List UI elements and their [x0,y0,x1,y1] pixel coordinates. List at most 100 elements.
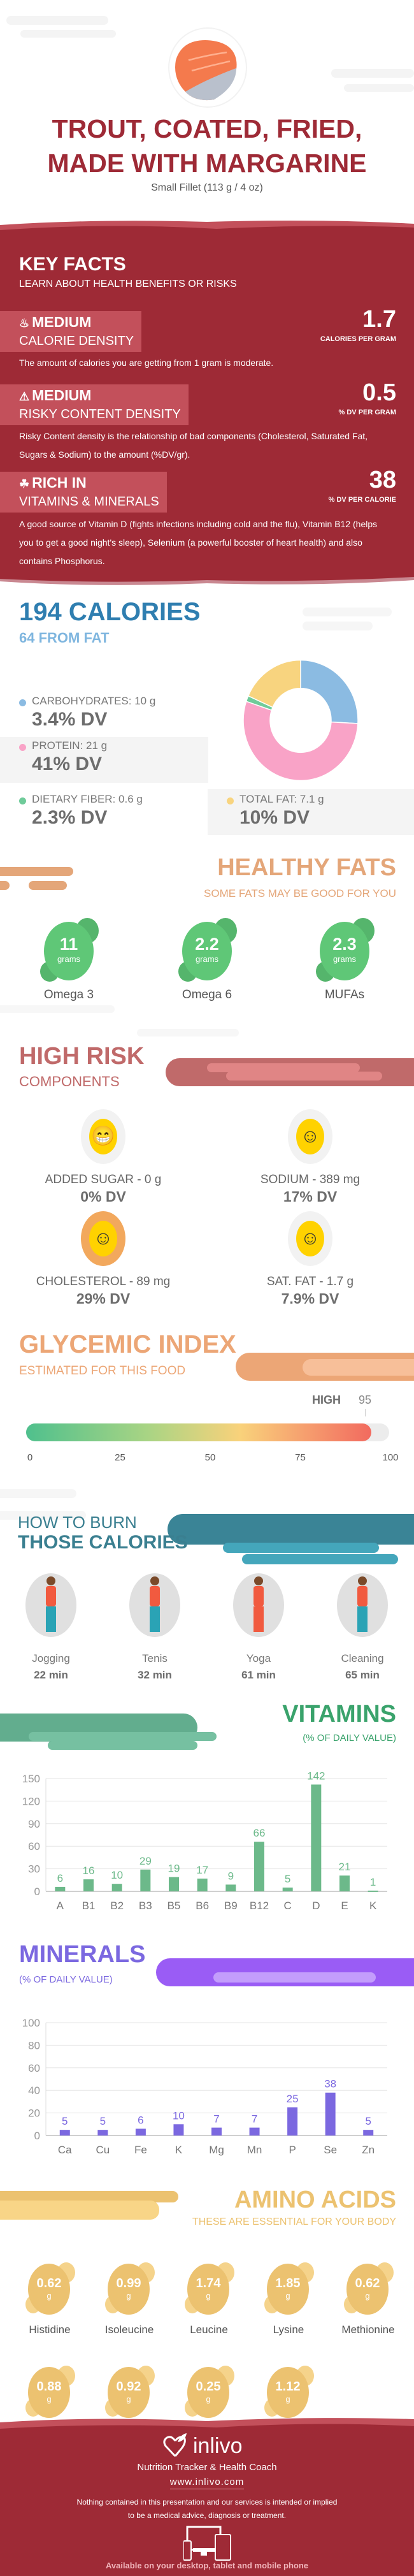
amino-unit: g [126,2291,131,2301]
amino-blob-icon: 1.85 g [264,2262,314,2315]
figure-body [150,1576,159,1585]
bar-value-label: 5 [62,2115,68,2127]
amino-unit: g [285,2394,290,2404]
key-fact-description: A good source of Vitamin D (fights infec… [19,519,378,566]
y-tick-label: 0 [34,2130,40,2142]
fat-value: 2.2 [195,935,219,954]
warning-icon: ⚠ [19,390,30,403]
glycemic-tick-label: 50 [204,1452,216,1463]
jogging-icon [25,1573,76,1637]
protein-row-bg [0,737,208,783]
availability-note: Available on your desktop, tablet and mo… [105,2561,309,2570]
fat-unit: grams [195,954,219,964]
grinning-face-icon: 😁 [89,1119,117,1154]
x-tick-label: B5 [168,1900,181,1912]
macro-dv: 10% DV [239,807,310,828]
risk-indicator: 😁 [81,1109,125,1164]
burn-title-line2: THOSE CALORIES [18,1532,188,1553]
blob-main: 1.12 g [267,2367,309,2418]
decorative-stripe [0,2201,159,2220]
activity-item: Jogging 22 min [13,1573,89,1682]
risk-item: ☺ SODIUM - 389 mg 17% DV [221,1109,399,1205]
amino-name: Leucine [190,2324,228,2336]
blob-main: 11 grams [44,922,94,980]
fat-unit: grams [57,954,81,964]
activity-time: 32 min [138,1669,172,1681]
key-facts-title: KEY FACTS [19,254,126,275]
minerals-subtitle: (% OF DAILY VALUE) [19,1974,113,1985]
activity-name: Jogging [32,1652,70,1664]
amino-unit: g [285,2291,290,2301]
smiley-face-icon: ☺ [296,1221,324,1256]
key-fact-label: RISKY CONTENT DENSITY [0,404,189,425]
bar [111,1884,122,1891]
healthy-fat-item: 2.3 grams MUFAs [306,918,383,1002]
x-tick-label: P [289,2144,296,2156]
macro-label: PROTEIN: 21 g [32,739,108,752]
bar-value-label: 19 [168,1863,180,1875]
amino-name: Isoleucine [104,2324,154,2336]
fat-blob-icon: 11 grams [40,918,99,982]
bar [55,1886,66,1891]
activity-item: Cleaning 65 min [324,1573,401,1682]
bar [197,1878,208,1891]
key-fact-value: 38 [369,467,396,493]
bar [169,1877,179,1891]
blob-main: 0.99 g [108,2264,150,2315]
cleaning-icon [337,1573,388,1637]
bar [211,2127,222,2136]
macro-label: TOTAL FAT: 7.1 g [239,793,324,805]
bar-value-label: 9 [228,1870,234,1882]
risk-item: ☺ CHOLESTEROL - 89 mg 29% DV [14,1211,192,1307]
key-fact-value: 0.5 [362,379,396,406]
activity-name: Yoga [246,1652,271,1664]
amino-value: 1.85 [275,2276,301,2290]
bar [368,1890,378,1892]
vitamins-bar-chart: 0 30 60 90 120 150 6 A 16 B1 10 B2 29 B3 19 B5 17 B6 9 B9 66… [22,1770,387,1912]
amino-blob-icon: 0.62 g [344,2262,394,2315]
decorative-stripe [0,1005,115,1013]
key-fact-level: ⚠ MEDIUM [0,384,99,404]
key-fact-level: ☘ RICH IN [0,472,94,491]
decorative-stripe [0,2191,178,2202]
amino-blob-icon: 1.74 g [185,2262,234,2315]
amino-value: 1.12 [275,2380,301,2394]
figure-body [46,1576,55,1585]
x-tick-label: E [341,1900,348,1912]
bar [363,2130,374,2136]
fat-value: 2.3 [332,935,357,954]
risk-label: SODIUM - 389 mg [260,1173,360,1186]
website-link[interactable]: www.inlivo.com [169,2477,245,2489]
glycemic-tick-label: 75 [295,1452,306,1463]
key-fact-description: Risky Content density is the relationshi… [19,431,368,460]
bar-value-label: 6 [138,2114,143,2126]
macro-item: DIETARY FIBER: 0.6 g 2.3% DV [0,793,143,829]
blob-main: 0.62 g [346,2264,389,2315]
bar-value-label: 5 [365,2115,371,2127]
decorative-stripe [226,1072,382,1081]
amino-acid-item: 1.12gValine [253,2366,324,2440]
x-tick-label: K [369,1900,377,1912]
decorative-stripe [48,1741,197,1750]
figure-body [254,1576,263,1585]
bar [225,1884,236,1891]
brand-tagline: Nutrition Tracker & Health Coach [137,2462,277,2473]
macro-item: PROTEIN: 21 g 41% DV [0,739,107,775]
decorative-stripe [213,1972,376,1983]
y-tick-label: 60 [28,1840,40,1852]
bar-value-label: 10 [111,1869,123,1881]
glycemic-subtitle: ESTIMATED FOR THIS FOOD [19,1364,186,1378]
x-tick-label: Cu [96,2144,110,2156]
risk-indicator: ☺ [288,1109,332,1164]
fat-name: Omega 6 [182,988,232,1001]
bar-value-label: 1 [370,1876,376,1888]
x-tick-label: A [57,1900,64,1912]
figure-torso [150,1586,160,1606]
blob-main: 0.88 g [28,2367,70,2418]
food-title-line1: TROUT, COATED, FRIED, [52,114,362,143]
amino-unit: g [46,2394,52,2404]
glycemic-bar-fill [26,1423,371,1441]
smiley-face-icon: ☺ [89,1221,117,1256]
amino-acid-item: 1.85 g Lysine [253,2262,324,2336]
amino-acid-item: 0.62 g Histidine [15,2262,85,2336]
